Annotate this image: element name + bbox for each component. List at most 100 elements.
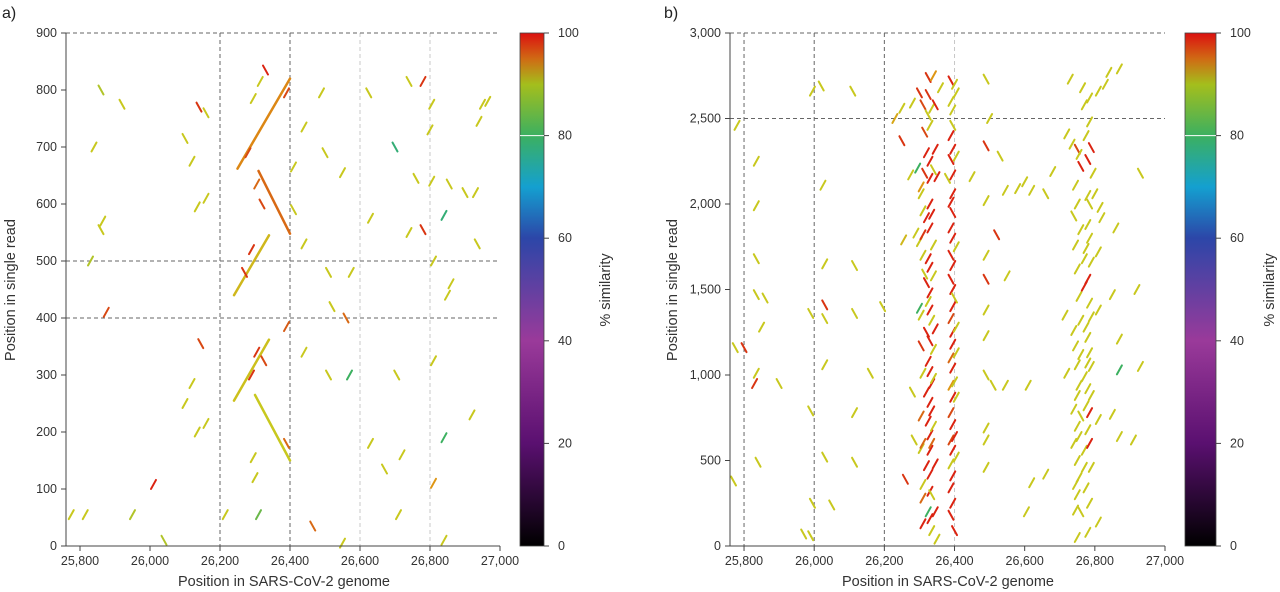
alignment-segment — [484, 95, 492, 107]
alignment-segment — [193, 426, 201, 438]
colorbar-tick-label: 0 — [1230, 539, 1237, 553]
alignment-segment — [1084, 189, 1092, 201]
alignment-segment — [819, 179, 827, 191]
alignment-segment — [1108, 289, 1116, 301]
alignment-segment — [926, 261, 934, 273]
alignment-segment — [1091, 188, 1099, 200]
alignment-segment — [949, 391, 957, 403]
alignment-segment — [1129, 434, 1137, 446]
y-tick-label: 800 — [36, 83, 57, 97]
alignment-segment — [1073, 143, 1081, 155]
alignment-segment — [926, 172, 934, 184]
alignment-segment — [928, 208, 936, 220]
alignment-segment — [1001, 184, 1009, 196]
alignment-segment — [754, 456, 762, 468]
alignment-segment — [922, 386, 930, 398]
alignment-segment — [1075, 290, 1083, 302]
alignment-segment — [931, 143, 939, 155]
colorbar-tick-label: 0 — [558, 539, 565, 553]
alignment-segment — [952, 321, 960, 333]
alignment-segment — [195, 101, 203, 113]
alignment-segment — [915, 87, 923, 99]
alignment-segment — [800, 528, 808, 540]
y-tick-label: 0 — [714, 539, 721, 553]
alignment-segment — [922, 277, 930, 289]
alignment-segment — [898, 102, 906, 114]
alignment-segment — [1086, 347, 1094, 359]
alignment-segment — [947, 379, 955, 391]
alignment-segment — [197, 338, 205, 350]
alignment-segment — [90, 141, 98, 153]
alignment-segment — [419, 224, 427, 236]
alignment-segment — [982, 273, 990, 285]
alignment-segment — [1094, 413, 1102, 425]
alignment-segment — [949, 143, 957, 155]
alignment-segment — [928, 405, 936, 417]
colorbar-gradient — [1184, 32, 1217, 547]
alignment-segment — [472, 187, 479, 199]
alignment-segment — [398, 449, 406, 461]
alignment-segment — [1073, 420, 1081, 432]
alignment-segment — [993, 229, 1001, 241]
alignment-segment — [67, 509, 75, 521]
alignment-segment — [912, 227, 920, 239]
alignment-segment — [924, 89, 932, 101]
alignment-segment — [1094, 246, 1102, 258]
alignment-segment — [926, 468, 934, 480]
alignment-segment — [300, 346, 308, 358]
alignment-segment — [426, 124, 434, 136]
alignment-segment — [915, 302, 923, 314]
alignment-segment — [188, 378, 196, 390]
alignment-segment — [982, 249, 990, 261]
alignment-segment — [1080, 99, 1088, 111]
alignment-segment — [1075, 431, 1083, 443]
panel-b-colorbar-label: % similarity — [1262, 253, 1278, 327]
alignment-segment — [412, 172, 420, 184]
alignment-segment — [1087, 256, 1095, 268]
alignment-segment — [1112, 222, 1120, 234]
alignment-segment — [929, 164, 937, 176]
alignment-segment — [917, 410, 925, 422]
alignment-segment — [849, 85, 857, 97]
alignment-segment — [1022, 506, 1030, 518]
alignment-segment — [761, 292, 769, 304]
alignment-segment — [821, 359, 829, 371]
colorbar-tick-label: 60 — [558, 231, 572, 245]
x-tick-label: 25,800 — [61, 554, 99, 568]
y-tick-label: 2,000 — [690, 197, 721, 211]
alignment-segment-long — [236, 77, 292, 170]
alignment-segment — [393, 369, 401, 381]
alignment-segment — [949, 169, 957, 181]
alignment-segment — [926, 287, 934, 299]
alignment-segment — [1084, 526, 1092, 538]
alignment-segment — [1084, 154, 1092, 166]
x-tick-label: 27,000 — [1146, 554, 1184, 568]
alignment-segment — [1094, 85, 1102, 97]
alignment-segment — [898, 135, 906, 147]
alignment-segment — [1068, 138, 1076, 150]
alignment-segment — [949, 301, 957, 313]
alignment-segment — [900, 234, 908, 246]
alignment-segment — [160, 534, 168, 546]
alignment-segment — [821, 451, 829, 463]
alignment-segment — [1080, 371, 1088, 383]
alignment-segment — [951, 78, 959, 90]
alignment-segment — [1070, 325, 1078, 337]
alignment-segment — [1082, 400, 1090, 412]
alignment-segment — [949, 338, 957, 350]
alignment-segment — [1115, 63, 1123, 75]
alignment-segment — [1136, 167, 1144, 179]
alignment-segment — [775, 378, 783, 390]
alignment-segment — [917, 188, 925, 200]
alignment-segment — [1084, 424, 1092, 436]
alignment-segment — [917, 309, 925, 321]
alignment-segment — [947, 273, 955, 285]
alignment-segment — [947, 222, 955, 234]
alignment-segment — [440, 534, 448, 546]
alignment-segment — [1028, 184, 1036, 196]
alignment-segment — [919, 492, 927, 504]
alignment-segment — [952, 347, 960, 359]
alignment-segment — [929, 239, 937, 251]
colorbar-tick-label: 60 — [1230, 231, 1244, 245]
alignment-segment — [989, 379, 997, 391]
